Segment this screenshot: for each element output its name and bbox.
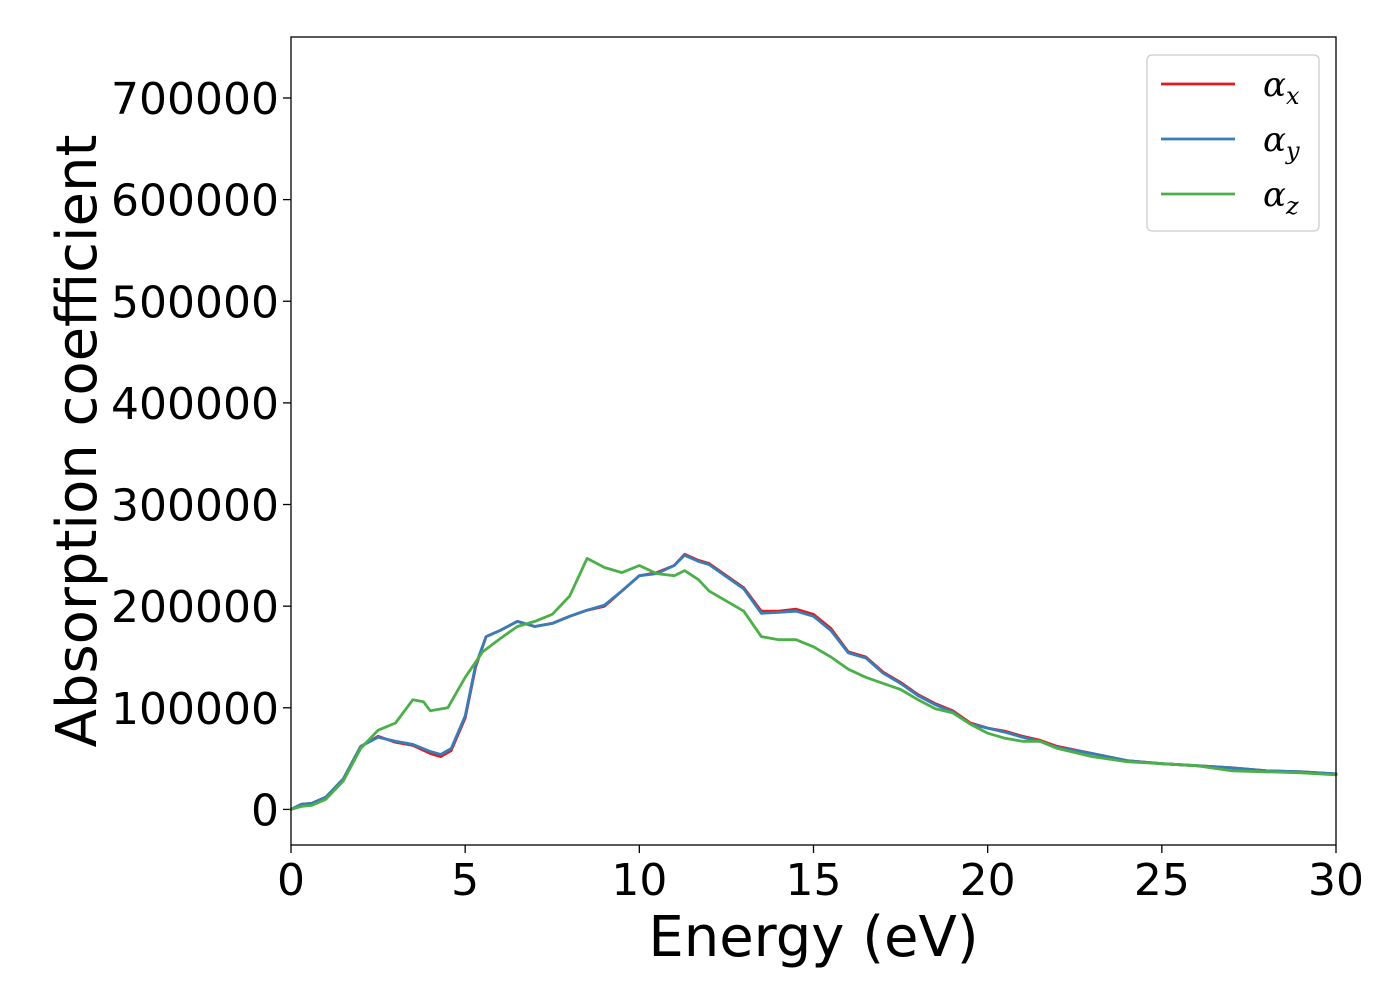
x-tick-label: 0	[277, 855, 305, 906]
legend-label-x: αx	[1263, 65, 1300, 110]
x-tick-label: 25	[1134, 855, 1190, 906]
y-axis-title: Absorption coefficient	[45, 135, 110, 748]
x-axis-title: Energy (eV)	[648, 905, 978, 970]
y-tick-label: 300000	[111, 481, 279, 532]
x-tick-label: 20	[960, 855, 1016, 906]
legend: αx αy αz	[1146, 54, 1320, 232]
legend-box	[1146, 54, 1320, 232]
x-axis-ticks: 0 5 10 15 20 25 30	[277, 845, 1364, 906]
series-line-y	[289, 553, 1338, 811]
y-tick-label: 200000	[111, 582, 279, 633]
series-line-x	[289, 552, 1338, 811]
y-tick-label: 600000	[111, 176, 279, 227]
x-tick-label: 30	[1308, 855, 1364, 906]
x-tick-label: 5	[451, 855, 479, 906]
y-tick-label: 700000	[111, 74, 279, 125]
y-tick-label: 500000	[111, 277, 279, 328]
y-axis-ticks: 0 100000 200000 300000 400000 500000 600000 700…	[111, 74, 291, 836]
y-tick-label: 0	[251, 785, 279, 836]
y-tick-label: 400000	[111, 379, 279, 430]
x-tick-label: 10	[611, 855, 667, 906]
plot-lines	[289, 552, 1338, 811]
x-tick-label: 15	[786, 855, 842, 906]
series-line-z	[289, 557, 1338, 811]
y-tick-label: 100000	[111, 684, 279, 735]
legend-label-y: αy	[1263, 120, 1300, 165]
plot-frame	[290, 36, 1337, 846]
legend-label-z: αz	[1263, 175, 1299, 220]
